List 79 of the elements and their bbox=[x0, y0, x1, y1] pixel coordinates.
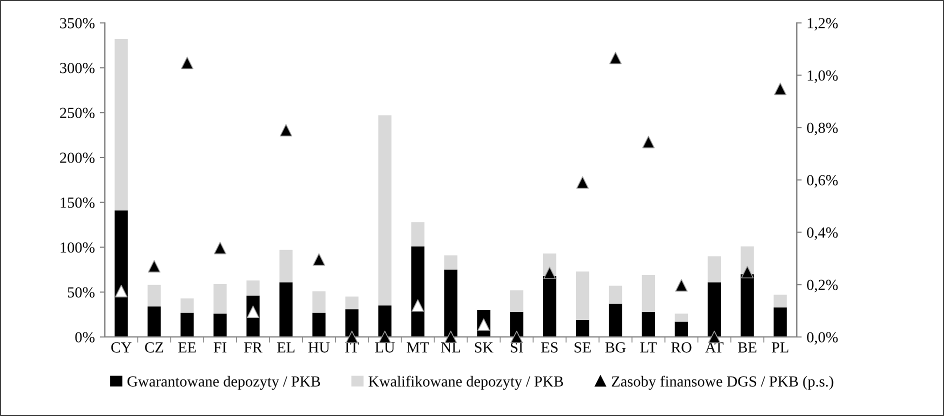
y-tick-label: 50% bbox=[68, 287, 95, 298]
y-tick-label: 200% bbox=[60, 152, 95, 163]
x-tick-label: RO bbox=[671, 342, 692, 353]
point bbox=[576, 176, 589, 189]
x-tick-label: FI bbox=[214, 342, 226, 352]
x-tick-label: SK bbox=[474, 342, 494, 353]
x-tick-label: EE bbox=[178, 342, 196, 352]
x-tick-label: EL bbox=[277, 342, 294, 352]
bar bbox=[214, 284, 227, 314]
x-tick-label: ES bbox=[541, 342, 558, 353]
bar bbox=[642, 312, 656, 337]
x-tick-label: FR bbox=[244, 342, 262, 352]
bar bbox=[411, 246, 424, 337]
bar bbox=[312, 291, 326, 313]
bar bbox=[774, 294, 787, 308]
bar bbox=[180, 298, 194, 313]
y2-tick-label: 0,0% bbox=[807, 332, 838, 345]
point bbox=[280, 124, 292, 136]
bar bbox=[279, 250, 293, 282]
y-tick-label: 100% bbox=[60, 242, 95, 253]
bar bbox=[312, 312, 326, 337]
bar bbox=[246, 280, 260, 296]
bar bbox=[674, 314, 688, 322]
y-tick-label: 150% bbox=[60, 197, 95, 208]
x-tick-label: BE bbox=[738, 342, 756, 352]
point bbox=[609, 52, 622, 64]
bar bbox=[114, 210, 128, 337]
bar bbox=[378, 115, 392, 306]
point bbox=[675, 279, 688, 292]
bar bbox=[444, 255, 458, 270]
point bbox=[543, 266, 556, 280]
bar bbox=[148, 306, 161, 337]
bar bbox=[608, 304, 622, 337]
x-tick-label: SE bbox=[574, 342, 591, 353]
bar bbox=[608, 286, 622, 304]
bar bbox=[180, 312, 194, 337]
bar bbox=[642, 275, 656, 312]
bar bbox=[674, 322, 688, 337]
y2-tick-label: 1,2% bbox=[808, 18, 838, 31]
y2-tick-label: 0,6% bbox=[807, 175, 838, 188]
y-tick-label: 250% bbox=[60, 108, 95, 118]
x-tick-label: HU bbox=[308, 342, 330, 353]
bar bbox=[774, 307, 787, 337]
point bbox=[180, 56, 194, 70]
point bbox=[115, 284, 128, 298]
point bbox=[148, 260, 160, 273]
y-tick-label: 300% bbox=[60, 62, 95, 74]
y2-tick-label: 0,2% bbox=[807, 280, 838, 292]
y2-tick-label: 0,8% bbox=[807, 122, 838, 136]
bar bbox=[214, 314, 227, 337]
bar bbox=[148, 284, 161, 306]
legend-label: Gwarantowane depozyty / PKB bbox=[128, 376, 320, 390]
bar bbox=[510, 290, 524, 312]
point bbox=[642, 136, 655, 148]
y-tick-label: 0% bbox=[75, 332, 95, 342]
point bbox=[774, 82, 786, 96]
x-tick-label: PL bbox=[772, 342, 788, 352]
point bbox=[214, 242, 226, 254]
bar bbox=[279, 282, 293, 337]
x-tick-label: LU bbox=[375, 342, 395, 353]
y2-tick-label: 0,4% bbox=[807, 227, 838, 240]
x-tick-label: BG bbox=[605, 342, 626, 353]
bar bbox=[345, 296, 358, 310]
point bbox=[412, 299, 424, 312]
legend-label: Kwalifikowane depozyty / PKB bbox=[368, 376, 564, 390]
x-tick-label: CY bbox=[111, 342, 132, 353]
x-tick-label: LT bbox=[640, 342, 657, 352]
y-tick-label: 350% bbox=[60, 18, 95, 28]
bar bbox=[411, 222, 424, 246]
bar bbox=[576, 271, 590, 320]
legend-label: Zasoby finansowe DGS / PKB (p.s.) bbox=[612, 376, 834, 390]
y2-tick-label: 1,0% bbox=[808, 70, 838, 83]
x-tick-label: MT bbox=[406, 342, 430, 352]
x-tick-label: CZ bbox=[145, 342, 164, 353]
bar bbox=[114, 39, 128, 210]
bar bbox=[708, 256, 721, 282]
bar bbox=[576, 320, 590, 337]
point bbox=[741, 266, 754, 278]
point bbox=[312, 253, 326, 266]
